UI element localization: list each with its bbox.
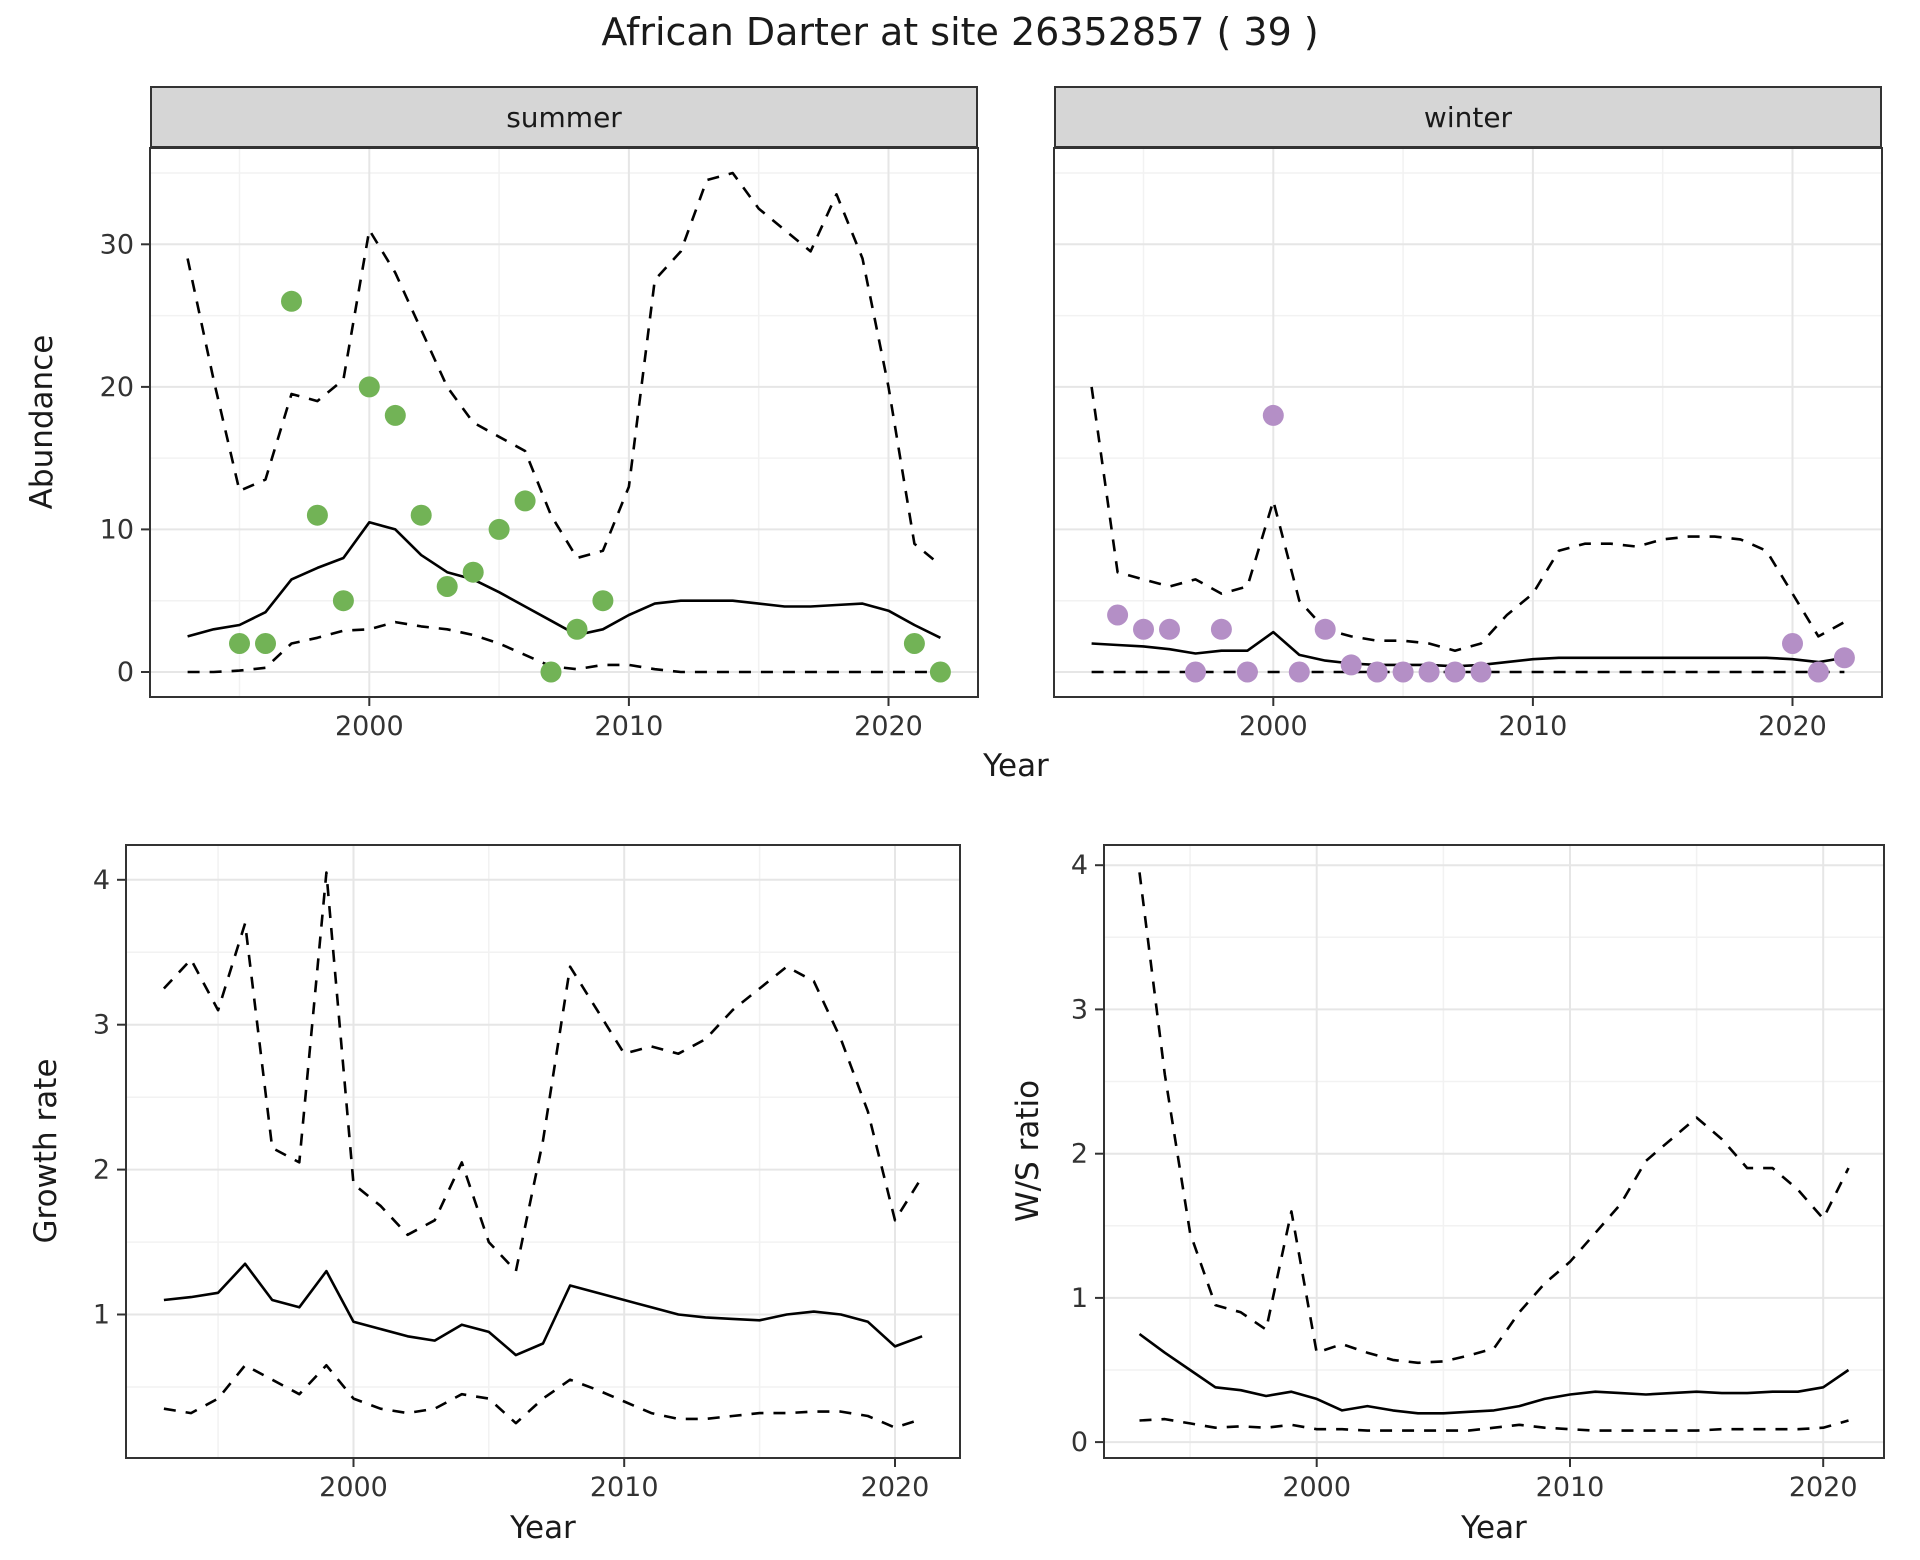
abundance-winter-panel: 2000 2010 2020 <box>1053 147 1883 742</box>
panel-background <box>150 148 978 697</box>
abundance-winter-data-point <box>1782 633 1803 654</box>
abundance-winter-median-line <box>1091 630 1845 668</box>
x-tick-label-2020: 2020 <box>854 711 923 742</box>
y-tick-label-2: 2 <box>93 1155 110 1186</box>
abundance-summer-median-line <box>187 521 941 639</box>
x-tick-label-2010: 2010 <box>595 711 664 742</box>
ws-ratio-upper-ci-line <box>1138 872 1850 1365</box>
abundance-winter-data-point <box>1366 661 1388 683</box>
x-tick-label-2000: 2000 <box>1239 711 1308 742</box>
x-tick-label-2010: 2010 <box>590 1472 659 1503</box>
abundance-winter-data-point <box>1236 661 1258 683</box>
x-tick-label-2020: 2020 <box>1758 711 1827 742</box>
y-tick-label-0: 0 <box>117 657 134 688</box>
abundance-summer-data-point <box>229 633 250 654</box>
abundance-summer-data-point <box>281 290 302 312</box>
abundance-summer-data-point <box>592 590 614 612</box>
facet-strip-summer: summer <box>150 86 978 148</box>
y-tick-label-20: 20 <box>100 372 134 403</box>
facet-strip-summer-label: summer <box>506 100 622 134</box>
abundance-winter-data-point <box>1107 604 1129 626</box>
x-tick-label-2010: 2010 <box>1499 711 1568 742</box>
x-tick-label-2010: 2010 <box>1536 1472 1605 1503</box>
y-tick-label-4: 4 <box>1071 850 1088 881</box>
y-tick-label-3: 3 <box>93 1010 110 1041</box>
growth-rate-lower-ci-line <box>163 1364 923 1429</box>
panel-background <box>126 845 960 1458</box>
abundance-summer-data-point <box>410 504 432 526</box>
panel-background <box>1054 148 1882 697</box>
abundance-winter-data-point <box>1159 618 1180 640</box>
abundance-summer-data-point <box>358 376 380 398</box>
facet-strip-winter: winter <box>1054 86 1882 148</box>
abundance-summer-data-point <box>384 404 406 426</box>
abundance-summer-data-point <box>514 490 536 512</box>
panel-background <box>1104 845 1884 1458</box>
abundance-summer-data-point <box>306 504 328 526</box>
y-tick-label-3: 3 <box>1071 994 1088 1025</box>
y-tick-label-2: 2 <box>1071 1139 1088 1170</box>
ws-year-axis-title: Year <box>1461 1510 1527 1546</box>
abundance-winter-data-point <box>1418 661 1440 683</box>
panel-border <box>1103 844 1885 1459</box>
abundance-winter-data-point <box>1470 661 1492 683</box>
y-tick-label-4: 4 <box>93 865 110 896</box>
ws-ratio-axis-title: W/S ratio <box>1010 1079 1046 1223</box>
abundance-winter-data-point <box>1314 618 1336 640</box>
ws-ratio-panel: 2000 2010 2020 0 1 2 3 4 <box>1071 844 1885 1503</box>
y-tick-label-0: 0 <box>1071 1427 1088 1458</box>
growth-rate-upper-ci-line <box>162 871 924 1273</box>
abundance-summer-data-point <box>929 661 951 683</box>
abundance-summer-lower-ci-line <box>187 620 941 674</box>
abundance-summer-data-point <box>436 576 458 597</box>
growth-rate-panel: 2000 2010 2020 1 2 3 4 <box>93 844 961 1503</box>
abundance-winter-upper-ci-line <box>1090 386 1846 652</box>
abundance-winter-data-point <box>1807 661 1829 683</box>
abundance-summer-data-point <box>566 618 588 640</box>
abundance-summer-data-point <box>332 590 354 612</box>
x-tick-label-2000: 2000 <box>1282 1472 1351 1503</box>
abundance-winter-data-point <box>1185 661 1206 683</box>
abundance-axis-title: Abundance <box>24 334 60 510</box>
abundance-winter-data-point <box>1210 618 1232 640</box>
panel-border <box>149 147 979 698</box>
growth-rate-axis-title: Growth rate <box>28 1058 64 1244</box>
abundance-winter-data-point <box>1288 661 1310 683</box>
abundance-winter-data-point <box>1833 647 1855 669</box>
ws-ratio-median-line <box>1138 1332 1850 1415</box>
x-tick-label-2000: 2000 <box>335 711 404 742</box>
y-tick-label-30: 30 <box>100 229 134 260</box>
abundance-summer-upper-ci-line <box>186 171 942 567</box>
x-tick-label-2020: 2020 <box>1789 1472 1858 1503</box>
growth-year-axis-title: Year <box>510 1510 576 1546</box>
abundance-summer-panel: 2000 2010 2020 0 10 20 30 <box>100 147 979 742</box>
x-tick-label-2020: 2020 <box>861 1472 930 1503</box>
abundance-summer-data-point <box>488 518 510 540</box>
abundance-winter-data-point <box>1392 661 1414 683</box>
x-tick-label-2000: 2000 <box>319 1472 388 1503</box>
abundance-summer-data-point <box>255 633 276 654</box>
growth-rate-median-line <box>163 1262 923 1357</box>
panel-border <box>1053 147 1883 698</box>
facet-strip-winter-label: winter <box>1423 100 1513 134</box>
y-tick-label-10: 10 <box>100 514 134 545</box>
y-tick-label-1: 1 <box>93 1300 110 1331</box>
top-year-axis-title: Year <box>983 748 1049 784</box>
abundance-summer-data-point <box>462 561 484 583</box>
abundance-summer-data-point <box>903 633 925 654</box>
abundance-winter-data-point <box>1262 404 1284 426</box>
abundance-winter-data-point <box>1444 661 1466 683</box>
ws-ratio-lower-ci-line <box>1139 1417 1849 1432</box>
abundance-summer-data-point <box>540 661 562 683</box>
figure-title: African Darter at site 26352857 ( 39 ) <box>601 10 1319 54</box>
y-tick-label-1: 1 <box>1071 1283 1088 1314</box>
abundance-winter-data-point <box>1340 654 1362 676</box>
panel-border <box>125 844 961 1459</box>
abundance-winter-data-point <box>1133 618 1154 640</box>
